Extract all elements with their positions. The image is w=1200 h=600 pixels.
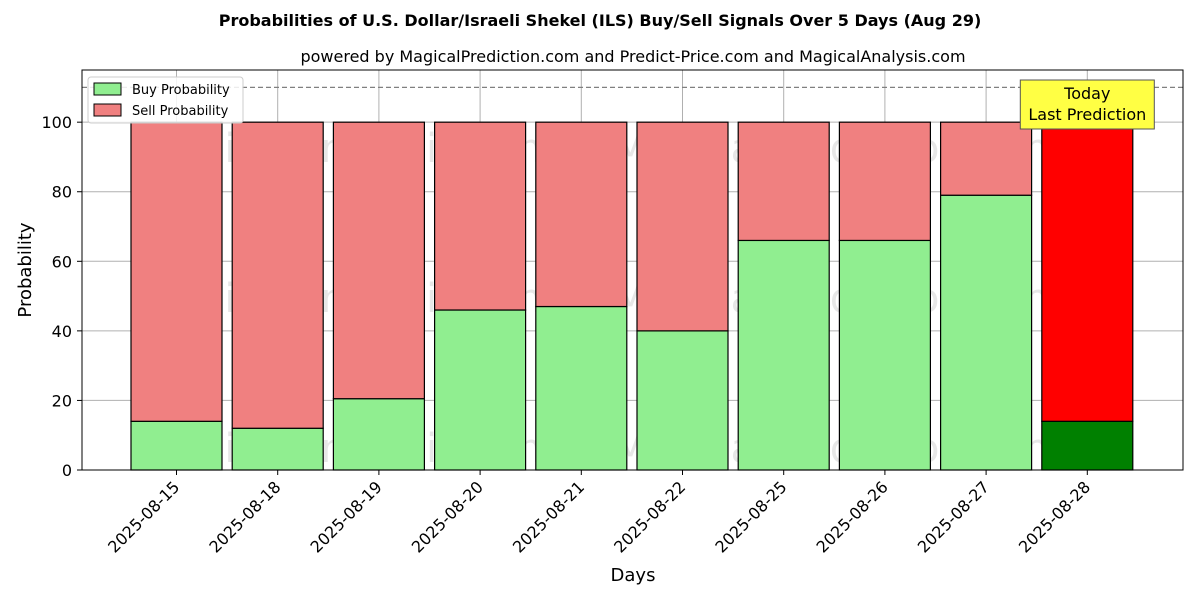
y-tick-label: 40	[52, 322, 72, 341]
sell-bar	[130, 121, 223, 422]
sell-bar	[535, 121, 628, 308]
chart-title: Probabilities of U.S. Dollar/Israeli She…	[219, 11, 982, 30]
sell-bar	[1041, 121, 1134, 422]
buy-bar	[130, 420, 223, 471]
x-tick-label: 2025-08-26	[813, 477, 892, 556]
x-tick-label: 2025-08-21	[509, 477, 588, 556]
sell-bar	[231, 121, 324, 429]
sell-bar	[737, 121, 830, 242]
y-tick-label: 80	[52, 183, 72, 202]
plot-frame	[81, 69, 1184, 471]
sell-bar	[939, 121, 1033, 196]
legend-box	[87, 76, 244, 124]
x-tick-label: 2025-08-19	[307, 477, 386, 556]
x-tick-label: 2025-08-22	[610, 477, 689, 556]
legend-swatch-sell	[93, 103, 122, 117]
buy-bar	[332, 398, 425, 471]
sell-bar	[332, 121, 425, 400]
y-axis-label: Probability	[15, 222, 36, 317]
sell-bar	[434, 121, 527, 311]
chart-subtitle: powered by MagicalPrediction.com and Pre…	[300, 47, 965, 66]
y-tick-label: 20	[52, 391, 72, 410]
x-tick-label: 2025-08-28	[1015, 477, 1094, 556]
x-tick-label: 2025-08-27	[914, 477, 993, 556]
buy-bar	[1041, 420, 1134, 471]
legend-label-sell: Sell Probability	[132, 104, 229, 119]
buy-bar	[535, 305, 628, 471]
y-tick-label: 60	[52, 252, 72, 271]
buy-bar	[231, 427, 324, 471]
today-annotation-line1: Today	[1063, 84, 1110, 103]
today-annotation-line2: Last Prediction	[1028, 105, 1146, 124]
y-tick-label: 0	[62, 461, 72, 480]
today-annotation-box	[1019, 79, 1155, 130]
x-tick-label: 2025-08-15	[104, 477, 183, 556]
x-tick-label: 2025-08-20	[408, 477, 487, 556]
x-tick-label: 2025-08-25	[711, 477, 790, 556]
sell-bar	[636, 121, 729, 332]
y-tick-label: 100	[41, 113, 72, 132]
sell-bar	[838, 121, 932, 242]
x-tick-label: 2025-08-18	[205, 477, 284, 556]
buy-bar	[838, 239, 932, 471]
buy-bar	[636, 330, 729, 471]
legend-swatch-buy	[93, 82, 122, 96]
x-axis-label: Days	[611, 565, 656, 586]
legend-label-buy: Buy Probability	[132, 83, 230, 98]
buy-bar	[737, 239, 830, 471]
buy-bar	[434, 309, 527, 471]
buy-bar	[939, 194, 1033, 471]
